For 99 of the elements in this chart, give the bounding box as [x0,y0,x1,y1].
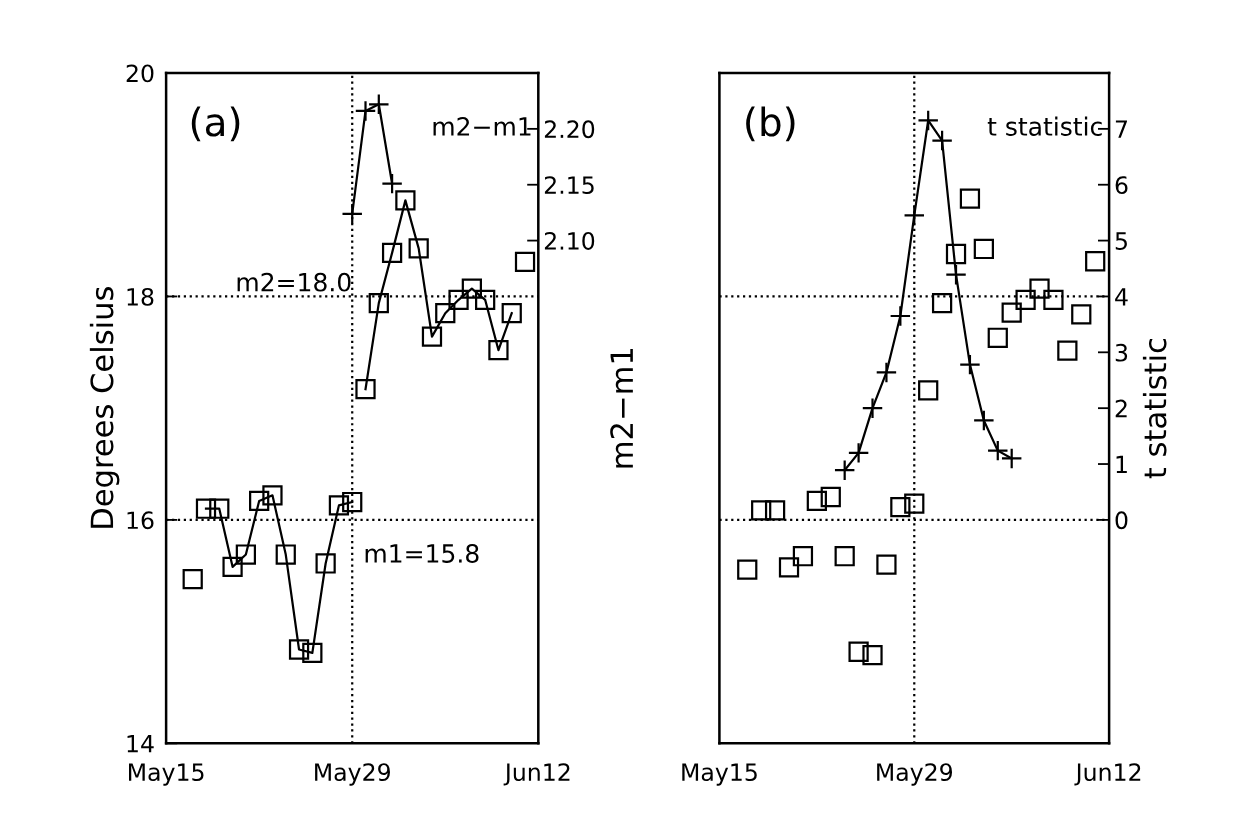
point [328,495,350,516]
point [876,554,897,575]
point [381,242,403,264]
point [461,278,482,299]
point [182,568,203,590]
point [288,639,310,660]
point [764,500,786,521]
point [475,289,496,310]
point [302,642,323,663]
point [448,289,469,310]
point [806,490,827,512]
text: t statistic [1142,339,1167,479]
point [262,485,283,506]
point [367,93,390,116]
point [861,397,884,420]
point [945,243,967,265]
annotation: (a) [191,106,240,142]
point [737,559,758,580]
point [354,100,377,122]
point [1057,340,1078,361]
point [889,305,912,327]
text: m2−m1 [610,348,633,468]
y2-tick-label: 2.15 [544,176,594,195]
point [195,498,217,519]
y2-tick-label: 7 [1115,120,1127,138]
y-tick-label: 16 [127,511,154,530]
point [395,190,416,211]
point [931,129,953,152]
y-tick-label: 14 [127,735,154,753]
point [342,491,363,513]
point [514,251,536,272]
point [341,202,364,225]
y2-axis-title: t statistic [987,116,1102,136]
point [421,326,443,347]
y-axis-title: Degrees Celsius [89,287,120,528]
point [1085,251,1106,272]
point [820,486,841,508]
point [834,546,855,567]
point [355,379,376,400]
ref-line-label: m2=18.0 [237,272,351,292]
point [959,188,981,209]
x-tick-label: Jun12 [1074,763,1141,786]
point [986,439,1009,462]
y-tick-label: 20 [126,64,154,83]
point [368,293,389,314]
x-tick-label: May15 [682,763,757,786]
point [501,303,522,324]
x-tick-label: May15 [129,763,204,786]
point [833,459,856,482]
y2-tick-label: 6 [1115,176,1128,195]
y2-tick-label: 4 [1115,288,1128,306]
point [275,544,296,565]
point [751,500,772,521]
annotation: m1=15.8 [365,544,479,563]
y2-tick-label: 5 [1115,232,1127,250]
point [945,263,967,286]
point [875,361,898,384]
y-tick-label: 18 [127,287,154,306]
point [973,238,994,260]
point [792,546,814,567]
y2-tick-label: 0 [1115,511,1128,530]
point [235,544,257,565]
point [209,498,230,519]
x-tick-label: May29 [315,763,390,786]
point [987,327,1008,348]
point [1043,289,1064,310]
point [488,339,509,361]
y2-tick-label: 2 [1115,399,1127,418]
point [890,496,911,518]
point [973,409,995,432]
point [903,204,926,227]
x-tick-label: Jun12 [503,763,570,786]
point [222,556,243,577]
point [959,353,981,376]
y2-tick-label: 1 [1116,455,1127,474]
y2-tick-label: 2.20 [544,120,595,139]
point [315,553,336,574]
point [1029,278,1050,299]
point [408,238,429,259]
annotation: (b) [746,106,795,142]
point [1071,304,1092,325]
point [917,109,940,132]
point [435,303,456,324]
y2-tick-label: 3 [1115,343,1128,362]
point [848,641,869,662]
point [778,557,800,578]
point [1015,289,1036,310]
point [249,490,270,512]
y2-axis-title: m2−m1 [433,117,531,136]
point [381,172,403,195]
point [931,293,953,314]
point [918,380,939,401]
x-tick-label: May29 [877,763,953,786]
point [1001,302,1022,323]
point [847,442,870,464]
point [1000,447,1023,470]
point [862,644,883,666]
point [904,493,925,514]
y2-tick-label: 2.10 [544,232,595,250]
